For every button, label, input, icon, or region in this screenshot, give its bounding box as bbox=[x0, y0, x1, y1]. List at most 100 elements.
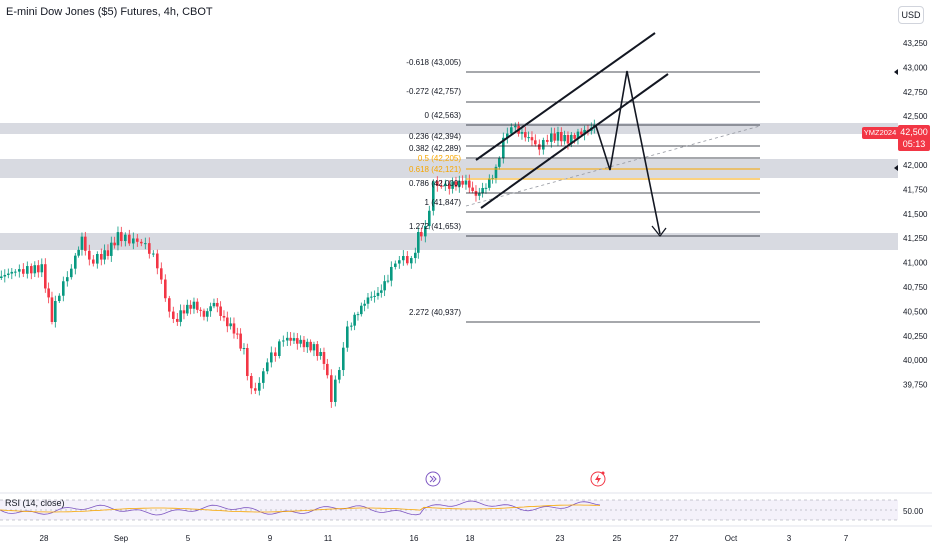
candle-body bbox=[366, 297, 370, 304]
currency-button[interactable]: USD bbox=[898, 6, 924, 24]
candle-body bbox=[26, 266, 29, 274]
price-tick: 41,750 bbox=[903, 185, 928, 194]
candle-body bbox=[18, 269, 21, 272]
lightning-icon[interactable] bbox=[590, 471, 606, 487]
candle-body bbox=[322, 352, 326, 364]
candle-body bbox=[296, 338, 299, 344]
candle-body bbox=[0, 276, 3, 278]
fib-trend-line bbox=[465, 125, 761, 207]
candle-body bbox=[570, 134, 573, 144]
fib-label: 2.272 (40,937) bbox=[409, 308, 461, 317]
candle-body bbox=[100, 254, 103, 260]
candle-body bbox=[424, 226, 427, 237]
candle-body bbox=[266, 362, 269, 372]
candle-body bbox=[74, 255, 77, 269]
candle-body bbox=[468, 180, 471, 188]
bar-countdown: 05:13 bbox=[902, 139, 926, 149]
candle-body bbox=[289, 337, 292, 341]
candle-body bbox=[96, 254, 99, 264]
price-scale[interactable]: 43,25043,00042,75042,50042,25042,00041,7… bbox=[903, 39, 928, 390]
candle-body bbox=[189, 304, 192, 309]
candle-body bbox=[236, 333, 239, 335]
candle-body bbox=[580, 131, 583, 135]
fib-label: 0.786 (42,000) bbox=[409, 179, 461, 188]
candle-body bbox=[148, 243, 151, 254]
candle-body bbox=[70, 268, 73, 278]
mid-zone bbox=[0, 159, 898, 178]
replay-icon[interactable] bbox=[425, 471, 441, 487]
candle-body bbox=[576, 131, 580, 139]
scale-marker-arrow bbox=[894, 165, 898, 171]
candle-body bbox=[88, 250, 91, 260]
candle-body bbox=[202, 310, 206, 317]
fib-label: 1 (41,847) bbox=[425, 198, 462, 207]
candle-body bbox=[383, 281, 386, 291]
channel-upper-line[interactable] bbox=[475, 32, 656, 161]
candle-body bbox=[394, 263, 397, 267]
candle-body bbox=[282, 340, 285, 342]
fib-label: 0.618 (42,121) bbox=[409, 165, 461, 174]
fib-label: 1.272 (41,653) bbox=[409, 222, 461, 231]
price-tick: 42,500 bbox=[903, 112, 928, 121]
candle-body bbox=[219, 306, 222, 316]
candle-body bbox=[77, 249, 80, 256]
candle-body bbox=[176, 318, 179, 322]
candle-body bbox=[514, 125, 517, 128]
time-label: 23 bbox=[556, 534, 565, 543]
candle-body bbox=[402, 256, 405, 261]
candle-body bbox=[3, 274, 7, 277]
channel-lower-line[interactable] bbox=[480, 73, 669, 209]
fib-label: -0.618 (43,005) bbox=[406, 58, 461, 67]
candle-body bbox=[342, 347, 345, 371]
candle-body bbox=[550, 133, 553, 142]
candle-body bbox=[464, 180, 468, 185]
candle-body bbox=[376, 292, 380, 296]
projection-path[interactable] bbox=[595, 70, 661, 235]
ticker-badge: YMZ2024 bbox=[862, 127, 898, 139]
candle-body bbox=[560, 132, 563, 142]
support-zone bbox=[0, 233, 898, 250]
candle-body bbox=[116, 232, 120, 246]
time-label: 3 bbox=[787, 534, 792, 543]
candle-body bbox=[370, 296, 373, 298]
candle-body bbox=[239, 333, 242, 349]
candle-body bbox=[440, 185, 443, 187]
candle-body bbox=[478, 193, 481, 196]
time-label: 5 bbox=[186, 534, 191, 543]
candle-body bbox=[132, 238, 135, 244]
time-axis[interactable]: 28 Sep 5 9 11 16 18 23 25 27 Oct 3 7 bbox=[40, 534, 849, 543]
time-label: 16 bbox=[410, 534, 419, 543]
candle-body bbox=[250, 375, 253, 389]
candle-body bbox=[152, 253, 155, 255]
fib-label: 0.5 (42,205) bbox=[418, 154, 461, 163]
symbol-title[interactable]: E-mini Dow Jones ($5) Futures, 4h, CBOT bbox=[6, 6, 213, 18]
time-label: 27 bbox=[670, 534, 679, 543]
candle-body bbox=[417, 232, 420, 253]
time-label: 18 bbox=[466, 534, 475, 543]
candle-body bbox=[270, 352, 273, 363]
price-tick: 41,500 bbox=[903, 210, 928, 219]
candle-body bbox=[436, 181, 439, 186]
price-tick: 40,750 bbox=[903, 283, 928, 292]
candle-body bbox=[103, 250, 106, 260]
fib-retracement[interactable]: -0.618 (43,005) -0.272 (42,757) 0 (42,56… bbox=[406, 58, 760, 323]
candle-body bbox=[62, 281, 65, 296]
candle-body bbox=[209, 306, 212, 312]
resistance-zone bbox=[0, 123, 898, 134]
candle-body bbox=[520, 132, 524, 134]
price-tick: 39,750 bbox=[903, 381, 928, 390]
rsi-legend[interactable]: RSI (14, close) bbox=[5, 498, 65, 508]
candle-body bbox=[360, 305, 363, 315]
candle-body bbox=[356, 314, 360, 316]
candle-body bbox=[120, 232, 123, 242]
fib-label: 0 (42,563) bbox=[425, 111, 462, 120]
candle-body bbox=[481, 188, 484, 194]
candle-body bbox=[398, 260, 401, 264]
candle-body bbox=[498, 158, 501, 167]
candle-body bbox=[50, 297, 54, 322]
rsi-pane[interactable]: 50.00 bbox=[0, 492, 932, 521]
candle-body bbox=[546, 139, 549, 142]
projection-arrowhead bbox=[651, 225, 667, 238]
